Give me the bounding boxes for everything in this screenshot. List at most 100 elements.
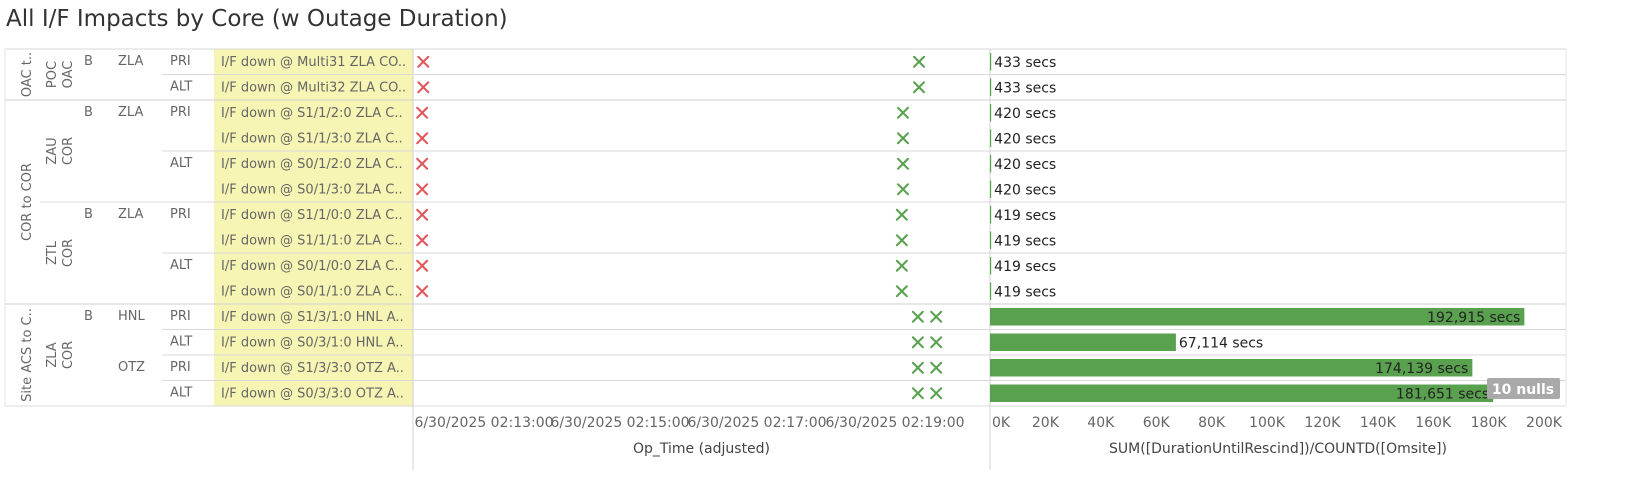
group-label: OAC t.. (20, 52, 35, 97)
duration-bar[interactable] (990, 384, 1494, 403)
nulls-badge-label[interactable]: 10 nulls (1492, 382, 1554, 398)
subgroup-label: OAC (61, 61, 76, 89)
group-label: COR to COR (20, 163, 35, 241)
interface-label[interactable]: I/F down @ S0/1/2:0 ZLA C.. (221, 157, 403, 172)
duration-value-label: 174,139 secs (1375, 361, 1468, 377)
interface-label[interactable]: I/F down @ S1/3/1:0 HNL A.. (221, 310, 404, 325)
up-marker[interactable] (895, 259, 908, 272)
site-label: HNL (118, 309, 146, 324)
up-marker[interactable] (895, 234, 908, 247)
duration-bar[interactable] (990, 206, 992, 224)
up-marker[interactable] (896, 132, 909, 145)
down-marker[interactable] (416, 183, 429, 196)
interface-label[interactable]: I/F down @ S1/3/3:0 OTZ A.. (221, 361, 404, 376)
duration-bar[interactable] (990, 282, 992, 301)
down-marker[interactable] (416, 285, 429, 298)
interface-label[interactable]: I/F down @ S0/1/3:0 ZLA C.. (221, 183, 403, 198)
group-label: Site ACS to C.. (20, 308, 35, 402)
duration-bar[interactable] (990, 180, 992, 199)
duration-value-label: 419 secs (994, 284, 1056, 300)
site-label: OTZ (118, 360, 145, 375)
up-marker[interactable] (911, 310, 924, 323)
subgroup-label: COR (61, 239, 76, 267)
interface-label[interactable]: I/F down @ Multi31 ZLA CO.. (221, 55, 406, 70)
interface-label[interactable]: I/F down @ S0/3/3:0 OTZ A.. (221, 387, 404, 402)
duration-tick-label: 20K (1032, 415, 1060, 431)
duration-value-label: 420 secs (994, 182, 1056, 198)
path-label: PRI (170, 207, 191, 222)
interface-label[interactable]: I/F down @ S0/1/0:0 ZLA C.. (221, 259, 403, 274)
duration-value-label: 420 secs (994, 157, 1056, 173)
up-marker[interactable] (930, 336, 943, 349)
down-marker[interactable] (416, 234, 429, 247)
interface-label[interactable]: I/F down @ S1/1/1:0 ZLA C.. (221, 234, 403, 249)
down-marker[interactable] (416, 259, 429, 272)
up-marker[interactable] (911, 336, 924, 349)
interface-label[interactable]: I/F down @ Multi32 ZLA CO.. (221, 81, 406, 96)
duration-bar[interactable] (990, 129, 992, 148)
duration-tick-label: 60K (1143, 415, 1171, 431)
site-label: ZLA (118, 54, 143, 69)
duration-bar[interactable] (990, 333, 1176, 352)
nulls-badge[interactable] (1487, 378, 1560, 399)
timeline-axis-title: Op_Time (adjusted) (633, 441, 770, 457)
subgroup-label: COR (61, 137, 76, 165)
interface-label[interactable]: I/F down @ S1/1/3:0 ZLA C.. (221, 132, 403, 147)
up-marker[interactable] (930, 361, 943, 374)
down-marker[interactable] (417, 55, 430, 68)
up-marker[interactable] (911, 361, 924, 374)
interface-label[interactable]: I/F down @ S0/1/1:0 ZLA C.. (221, 285, 403, 300)
path-label: ALT (170, 386, 192, 401)
interface-label[interactable]: I/F down @ S0/3/1:0 HNL A.. (221, 336, 404, 351)
duration-value-label: 181,651 secs (1396, 386, 1489, 402)
row-header-label: B (84, 207, 93, 222)
duration-tick-label: 180K (1471, 415, 1508, 431)
up-marker[interactable] (913, 81, 926, 94)
up-marker[interactable] (913, 55, 926, 68)
path-label: PRI (170, 105, 191, 120)
duration-tick-label: 140K (1360, 415, 1397, 431)
duration-tick-label: 200K (1526, 415, 1563, 431)
down-marker[interactable] (416, 208, 429, 221)
subgroup-label: ZLA (45, 342, 60, 367)
path-label: ALT (170, 156, 192, 171)
down-marker[interactable] (416, 106, 429, 119)
up-marker[interactable] (930, 387, 943, 400)
duration-bar[interactable] (990, 53, 992, 71)
subgroup-label: ZAU (45, 137, 60, 164)
down-marker[interactable] (417, 81, 430, 94)
duration-tick-label: 40K (1087, 415, 1115, 431)
up-marker[interactable] (895, 208, 908, 221)
duration-tick-label: 120K (1304, 415, 1341, 431)
duration-bar[interactable] (990, 78, 992, 97)
down-marker[interactable] (416, 132, 429, 145)
duration-bar[interactable] (990, 308, 1525, 326)
duration-bar[interactable] (990, 257, 992, 275)
duration-bar[interactable] (990, 104, 992, 122)
duration-value-label: 192,915 secs (1427, 310, 1520, 326)
row-header-label: B (84, 105, 93, 120)
down-marker[interactable] (416, 157, 429, 170)
up-marker[interactable] (896, 183, 909, 196)
path-label: ALT (170, 80, 192, 95)
timeline-tick-label: 6/30/2025 02:19:00 (825, 415, 964, 431)
path-label: PRI (170, 360, 191, 375)
duration-bar[interactable] (990, 155, 992, 173)
interface-label[interactable]: I/F down @ S1/1/2:0 ZLA C.. (221, 106, 403, 121)
duration-value-label: 433 secs (994, 55, 1056, 71)
duration-tick-label: 100K (1249, 415, 1286, 431)
up-marker[interactable] (930, 310, 943, 323)
interface-label[interactable]: I/F down @ S1/1/0:0 ZLA C.. (221, 208, 403, 223)
up-marker[interactable] (896, 106, 909, 119)
duration-tick-label: 160K (1415, 415, 1452, 431)
up-marker[interactable] (911, 387, 924, 400)
subgroup-label: POC (45, 61, 60, 88)
duration-bar[interactable] (990, 231, 992, 250)
site-label: ZLA (118, 105, 143, 120)
up-marker[interactable] (896, 157, 909, 170)
duration-bar[interactable] (990, 359, 1473, 377)
up-marker[interactable] (895, 285, 908, 298)
duration-value-label: 419 secs (994, 259, 1056, 275)
path-label: ALT (170, 335, 192, 350)
row-header-label: B (84, 309, 93, 324)
